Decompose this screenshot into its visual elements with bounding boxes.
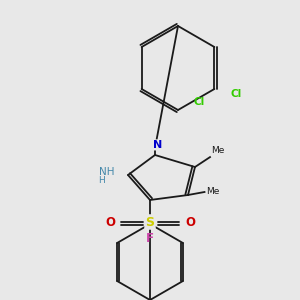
Text: O: O	[105, 215, 115, 229]
Text: H: H	[98, 176, 105, 185]
Text: F: F	[146, 232, 154, 244]
Text: NH: NH	[99, 167, 115, 177]
Text: Me: Me	[212, 146, 225, 155]
Text: Cl: Cl	[230, 89, 242, 99]
Text: S: S	[146, 215, 154, 229]
Text: N: N	[153, 140, 163, 150]
Text: O: O	[185, 215, 195, 229]
Text: Cl: Cl	[194, 97, 205, 107]
Text: Me: Me	[206, 188, 219, 196]
